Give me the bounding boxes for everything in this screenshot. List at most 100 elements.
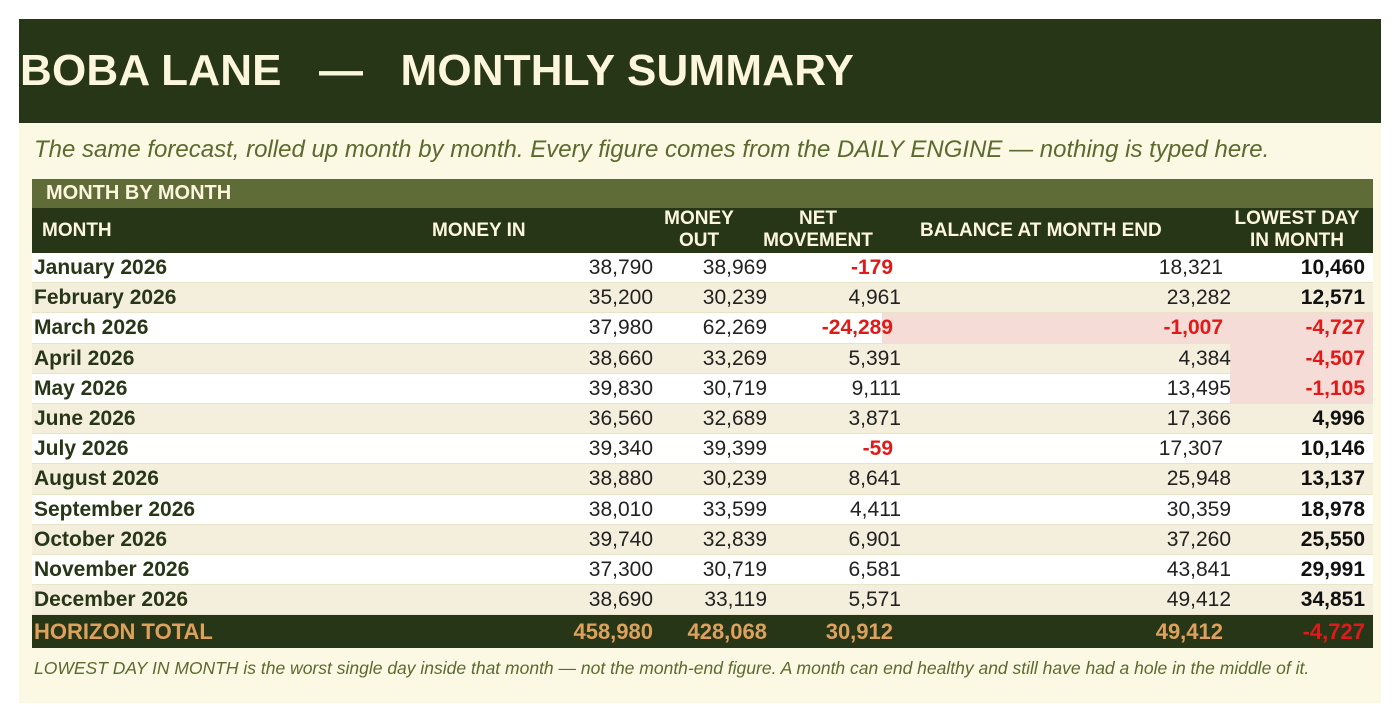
money-out-cell[interactable]: 32,839 — [702, 527, 767, 551]
net-movement-cell[interactable]: 3,871 — [848, 406, 901, 430]
money-in-cell[interactable]: 39,740 — [588, 527, 653, 551]
column-header-balance[interactable]: BALANCE AT MONTH END — [920, 220, 1162, 241]
month-cell[interactable]: March 2026 — [34, 316, 149, 340]
money-in-cell[interactable]: 38,660 — [588, 346, 653, 370]
month-cell[interactable]: February 2026 — [34, 286, 177, 310]
net-movement-cell[interactable]: -179 — [850, 256, 893, 279]
money-out-cell[interactable]: 62,269 — [702, 316, 767, 340]
table-row[interactable]: November 2026 37,300 30,719 6,581 43,841… — [32, 554, 1373, 586]
table-row[interactable]: April 2026 38,660 33,269 5,391 4,384 -4,… — [32, 343, 1373, 374]
balance-cell[interactable]: 23,282 — [1166, 286, 1231, 310]
money-in-cell[interactable]: 38,880 — [588, 467, 653, 491]
money-out-cell[interactable]: 38,969 — [702, 256, 767, 279]
table-row[interactable]: August 2026 38,880 30,239 8,641 25,948 1… — [32, 464, 1373, 495]
column-header-net-movement[interactable]: NET MOVEMENT — [763, 208, 873, 251]
money-in-cell[interactable]: 38,010 — [588, 497, 653, 521]
lowest-day-cell[interactable]: 10,146 — [1300, 437, 1365, 461]
balance-cell[interactable]: 17,366 — [1166, 406, 1231, 430]
table-row[interactable]: May 2026 39,830 30,719 9,111 13,495 -1,1… — [32, 373, 1373, 404]
table-row[interactable]: October 2026 39,740 32,839 6,901 37,260 … — [32, 524, 1373, 555]
net-movement-cell[interactable]: 4,961 — [848, 286, 901, 310]
lowest-day-cell[interactable]: 18,978 — [1300, 497, 1365, 521]
horizon-total-row[interactable]: HORIZON TOTAL 458,980 428,068 30,912 49,… — [32, 615, 1373, 648]
month-cell[interactable]: April 2026 — [34, 346, 135, 370]
money-out-cell[interactable]: 30,719 — [702, 376, 767, 400]
balance-cell[interactable]: 13,495 — [1166, 376, 1231, 400]
column-header-month[interactable]: MONTH — [42, 220, 112, 241]
title-banner: BOBA LANE — MONTHLY SUMMARY — [19, 19, 1381, 123]
money-out-cell[interactable]: 33,599 — [702, 497, 767, 521]
net-movement-cell[interactable]: -59 — [862, 437, 893, 461]
lowest-day-cell[interactable]: -4,727 — [1305, 316, 1365, 340]
total-net-movement[interactable]: 30,912 — [825, 619, 893, 644]
lowest-day-cell[interactable]: 13,137 — [1300, 467, 1365, 491]
net-movement-cell[interactable]: 9,111 — [851, 376, 901, 400]
money-in-cell[interactable]: 36,560 — [588, 406, 653, 430]
balance-cell[interactable]: 30,359 — [1166, 497, 1231, 521]
net-movement-cell[interactable]: -24,289 — [821, 316, 893, 340]
summary-sheet: BOBA LANE — MONTHLY SUMMARY The same for… — [19, 19, 1381, 703]
month-cell[interactable]: November 2026 — [34, 557, 190, 581]
table-row[interactable]: June 2026 36,560 32,689 3,871 17,366 4,9… — [32, 403, 1373, 435]
lowest-day-cell[interactable]: 29,991 — [1300, 557, 1365, 581]
month-cell[interactable]: May 2026 — [34, 376, 128, 400]
money-out-cell[interactable]: 33,269 — [702, 346, 767, 370]
balance-cell[interactable]: 18,321 — [1158, 256, 1223, 279]
money-in-cell[interactable]: 37,980 — [588, 316, 653, 340]
money-out-cell[interactable]: 30,239 — [702, 286, 767, 310]
total-money-in[interactable]: 458,980 — [573, 619, 653, 644]
money-in-cell[interactable]: 38,790 — [588, 256, 653, 279]
money-out-cell[interactable]: 33,119 — [704, 588, 767, 612]
money-in-cell[interactable]: 39,830 — [588, 376, 653, 400]
table-row[interactable]: September 2026 38,010 33,599 4,411 30,35… — [32, 494, 1373, 525]
month-cell[interactable]: January 2026 — [34, 256, 168, 279]
column-header-money-out[interactable]: MONEY OUT — [664, 208, 734, 251]
total-balance[interactable]: 49,412 — [1155, 619, 1223, 644]
money-in-cell[interactable]: 37,300 — [588, 557, 653, 581]
money-in-cell[interactable]: 39,340 — [588, 437, 653, 461]
table-row[interactable]: December 2026 38,690 33,119 5,571 49,412… — [32, 585, 1373, 616]
balance-cell[interactable]: 4,384 — [1178, 346, 1231, 370]
money-out-cell[interactable]: 30,239 — [702, 467, 767, 491]
balance-cell[interactable]: -1,007 — [1163, 316, 1223, 340]
balance-cell[interactable]: 25,948 — [1166, 467, 1231, 491]
month-cell[interactable]: December 2026 — [34, 588, 189, 612]
month-cell[interactable]: August 2026 — [34, 467, 159, 491]
money-out-cell[interactable]: 30,719 — [702, 557, 767, 581]
lowest-day-cell[interactable]: 4,996 — [1312, 406, 1365, 430]
month-cell[interactable]: June 2026 — [34, 406, 136, 430]
table-row[interactable]: January 2026 38,790 38,969 -179 18,321 1… — [32, 253, 1373, 284]
money-out-cell[interactable]: 32,689 — [702, 406, 767, 430]
column-header-money-in[interactable]: MONEY IN — [432, 220, 526, 241]
month-cell[interactable]: September 2026 — [34, 497, 196, 521]
net-movement-cell[interactable]: 5,571 — [848, 588, 901, 612]
total-money-out[interactable]: 428,068 — [687, 619, 767, 644]
total-lowest-day[interactable]: -4,727 — [1302, 619, 1365, 644]
column-header-row: MONTH MONEY IN MONEY OUT NET MOVEMENT BA… — [32, 208, 1373, 253]
net-movement-cell[interactable]: 6,901 — [848, 527, 901, 551]
table-row[interactable]: July 2026 39,340 39,399 -59 17,307 10,14… — [32, 434, 1373, 465]
net-movement-cell[interactable]: 8,641 — [848, 467, 901, 491]
column-header-lowest-day[interactable]: LOWEST DAY IN MONTH — [1234, 208, 1360, 251]
table-row[interactable]: March 2026 37,980 62,269 -24,289 -1,007 … — [32, 313, 1373, 344]
table-row[interactable]: February 2026 35,200 30,239 4,961 23,282… — [32, 283, 1373, 314]
month-cell[interactable]: July 2026 — [34, 437, 129, 461]
balance-cell[interactable]: 37,260 — [1166, 527, 1231, 551]
net-movement-cell[interactable]: 4,411 — [850, 497, 901, 521]
money-in-cell[interactable]: 38,690 — [588, 588, 653, 612]
balance-cell[interactable]: 43,841 — [1166, 557, 1231, 581]
net-movement-cell[interactable]: 5,391 — [848, 346, 901, 370]
lowest-warning-fill — [1230, 373, 1373, 404]
money-out-cell[interactable]: 39,399 — [702, 437, 767, 461]
net-movement-cell[interactable]: 6,581 — [848, 557, 901, 581]
lowest-day-cell[interactable]: 10,460 — [1300, 256, 1365, 279]
lowest-day-cell[interactable]: 34,851 — [1300, 588, 1365, 612]
lowest-day-cell[interactable]: -1,105 — [1305, 376, 1365, 400]
lowest-day-cell[interactable]: 12,571 — [1300, 286, 1365, 310]
money-in-cell[interactable]: 35,200 — [588, 286, 653, 310]
lowest-day-cell[interactable]: -4,507 — [1305, 346, 1365, 370]
balance-cell[interactable]: 17,307 — [1158, 437, 1223, 461]
balance-cell[interactable]: 49,412 — [1166, 588, 1231, 612]
lowest-day-cell[interactable]: 25,550 — [1300, 527, 1365, 551]
month-cell[interactable]: October 2026 — [34, 527, 168, 551]
